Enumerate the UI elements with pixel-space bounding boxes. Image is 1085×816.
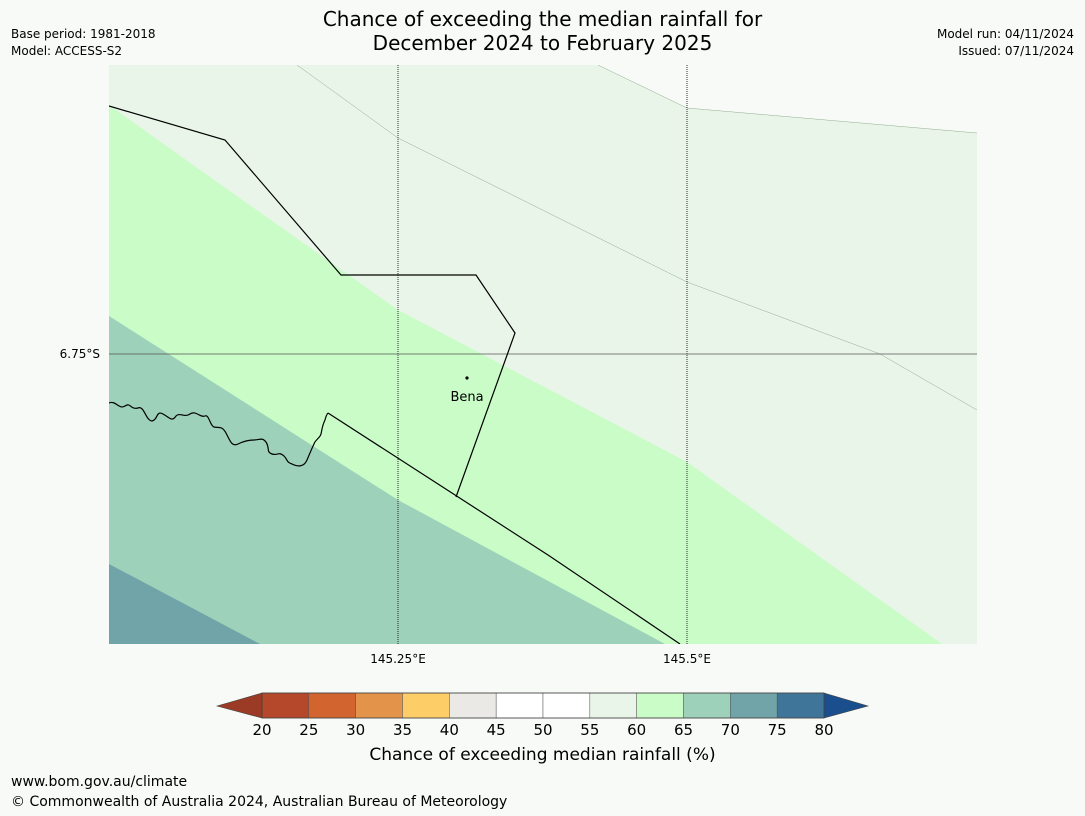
colorbar-ticks: 20 25 30 35 40 45 50 55 60 65 70 75 80	[252, 721, 833, 739]
meta-left: Base period: 1981-2018 Model: ACCESS-S2	[11, 26, 156, 60]
colorbar-frame	[261, 692, 825, 719]
band-70-75	[109, 564, 260, 644]
colorbar-tick-label: 25	[299, 721, 318, 739]
colorbar-extend-high	[823, 692, 870, 719]
base-period: Base period: 1981-2018	[11, 27, 156, 41]
lon-label-145-5: 145.5°E	[663, 652, 711, 666]
colorbar-cell-70-75	[730, 692, 778, 719]
issued-date: Issued: 07/11/2024	[958, 44, 1074, 58]
title-line-1: Chance of exceeding the median rainfall …	[322, 7, 763, 31]
footer-copyright: © Commonwealth of Australia 2024, Austra…	[11, 794, 508, 810]
colorbar-label: Chance of exceeding median rainfall (%)	[369, 745, 716, 765]
colorbar-extend-low	[215, 692, 263, 719]
district-boundary	[109, 105, 516, 498]
lon-label-145-25: 145.25°E	[370, 652, 426, 666]
colorbar-cell-55-60	[589, 692, 637, 719]
colorbar-tick-label: 75	[768, 721, 787, 739]
colorbar-tick-label: 70	[721, 721, 740, 739]
colorbar-cell-60-65	[636, 692, 684, 719]
river-boundary	[109, 401, 329, 467]
model-run-date: Model run: 04/11/2024	[936, 27, 1074, 41]
town-marker	[465, 376, 469, 380]
colorbar-cell-25-30	[308, 692, 356, 719]
map-area	[109, 65, 977, 644]
colorbar-cell-45-50	[495, 692, 544, 719]
lat-label: 6.75°S	[60, 347, 100, 361]
footer-url[interactable]: www.bom.gov.au/climate	[11, 774, 188, 790]
model-name: Model: ACCESS-S2	[11, 44, 123, 58]
colorbar-tick-label: 45	[487, 721, 506, 739]
colorbar-tick-label: 60	[627, 721, 646, 739]
colorbar-tick-label: 80	[814, 721, 833, 739]
colorbar-tick-label: 65	[674, 721, 693, 739]
title-line-2: December 2024 to February 2025	[372, 31, 713, 55]
colorbar-cell-40-45	[449, 692, 497, 719]
colorbar-tick-label: 20	[252, 721, 271, 739]
colorbar-cell-75-80	[776, 692, 825, 719]
colorbar-tick-label: 35	[393, 721, 412, 739]
colorbar-tick-label: 50	[533, 721, 552, 739]
town-label: Bena	[450, 390, 483, 405]
colorbar-cell-50-55	[542, 692, 591, 719]
colorbar-cell-35-40	[402, 692, 450, 719]
colorbar-cell-65-70	[683, 692, 731, 719]
band-65-70	[109, 316, 665, 644]
meta-right: Model run: 04/11/2024 Issued: 07/11/2024	[937, 26, 1074, 60]
colorbar-cell-30-35	[355, 692, 403, 719]
colorbar-cells	[261, 692, 825, 719]
colorbar-cell-20-25	[261, 692, 310, 719]
colorbar: 20 25 30 35 40 45 50 55 60 65 70 75 80	[215, 692, 870, 739]
district-boundary	[327, 412, 681, 644]
colorbar-tick-label: 55	[580, 721, 599, 739]
colorbar-tick-label: 40	[440, 721, 459, 739]
colorbar-tick-label: 30	[346, 721, 365, 739]
chart-title: Chance of exceeding the median rainfall …	[0, 7, 1085, 55]
